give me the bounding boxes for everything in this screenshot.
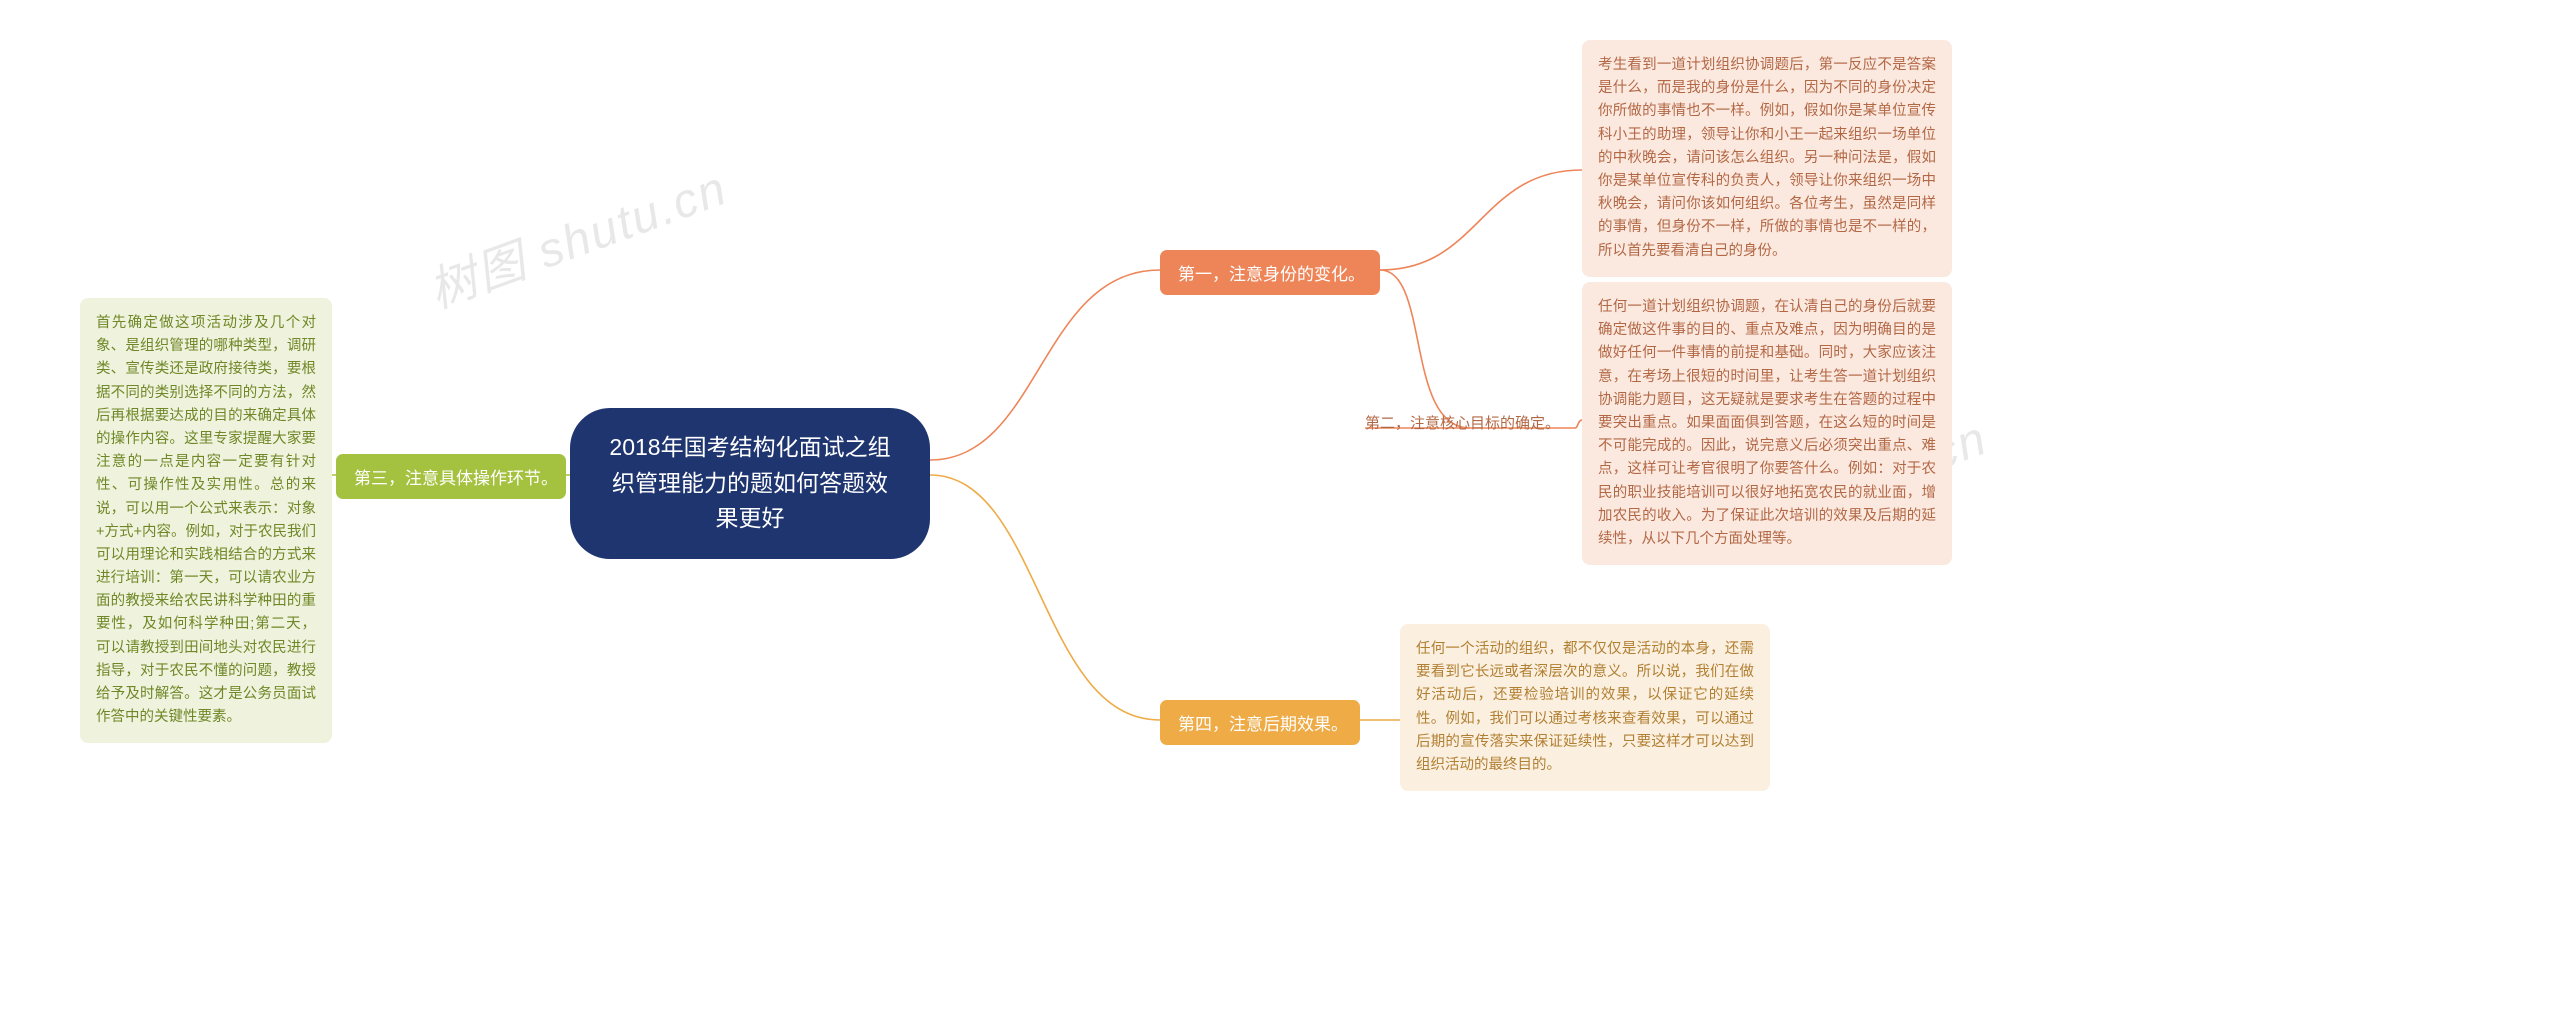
branch-4-leaf: 任何一个活动的组织，都不仅仅是活动的本身，还需要看到它长远或者深层次的意义。所以… <box>1400 624 1770 791</box>
branch-3-leaf: 首先确定做这项活动涉及几个对象、是组织管理的哪种类型，调研类、宣传类还是政府接待… <box>80 298 332 743</box>
branch-4-node: 第四，注意后期效果。 <box>1160 700 1360 745</box>
branch-1-node: 第一，注意身份的变化。 <box>1160 250 1380 295</box>
branch-1-sub2-label: 第二，注意核心目标的确定。 <box>1365 408 1575 437</box>
connector-lines <box>0 0 2560 1010</box>
branch-1-leaf-1: 考生看到一道计划组织协调题后，第一反应不是答案是什么，而是我的身份是什么，因为不… <box>1582 40 1952 277</box>
branch-1-leaf-2: 任何一道计划组织协调题，在认清自己的身份后就要确定做这件事的目的、重点及难点，因… <box>1582 282 1952 565</box>
watermark: 树图 shutu.cn <box>417 149 735 322</box>
center-node: 2018年国考结构化面试之组织管理能力的题如何答题效果更好 <box>570 408 930 559</box>
branch-3-node: 第三，注意具体操作环节。 <box>336 454 566 499</box>
